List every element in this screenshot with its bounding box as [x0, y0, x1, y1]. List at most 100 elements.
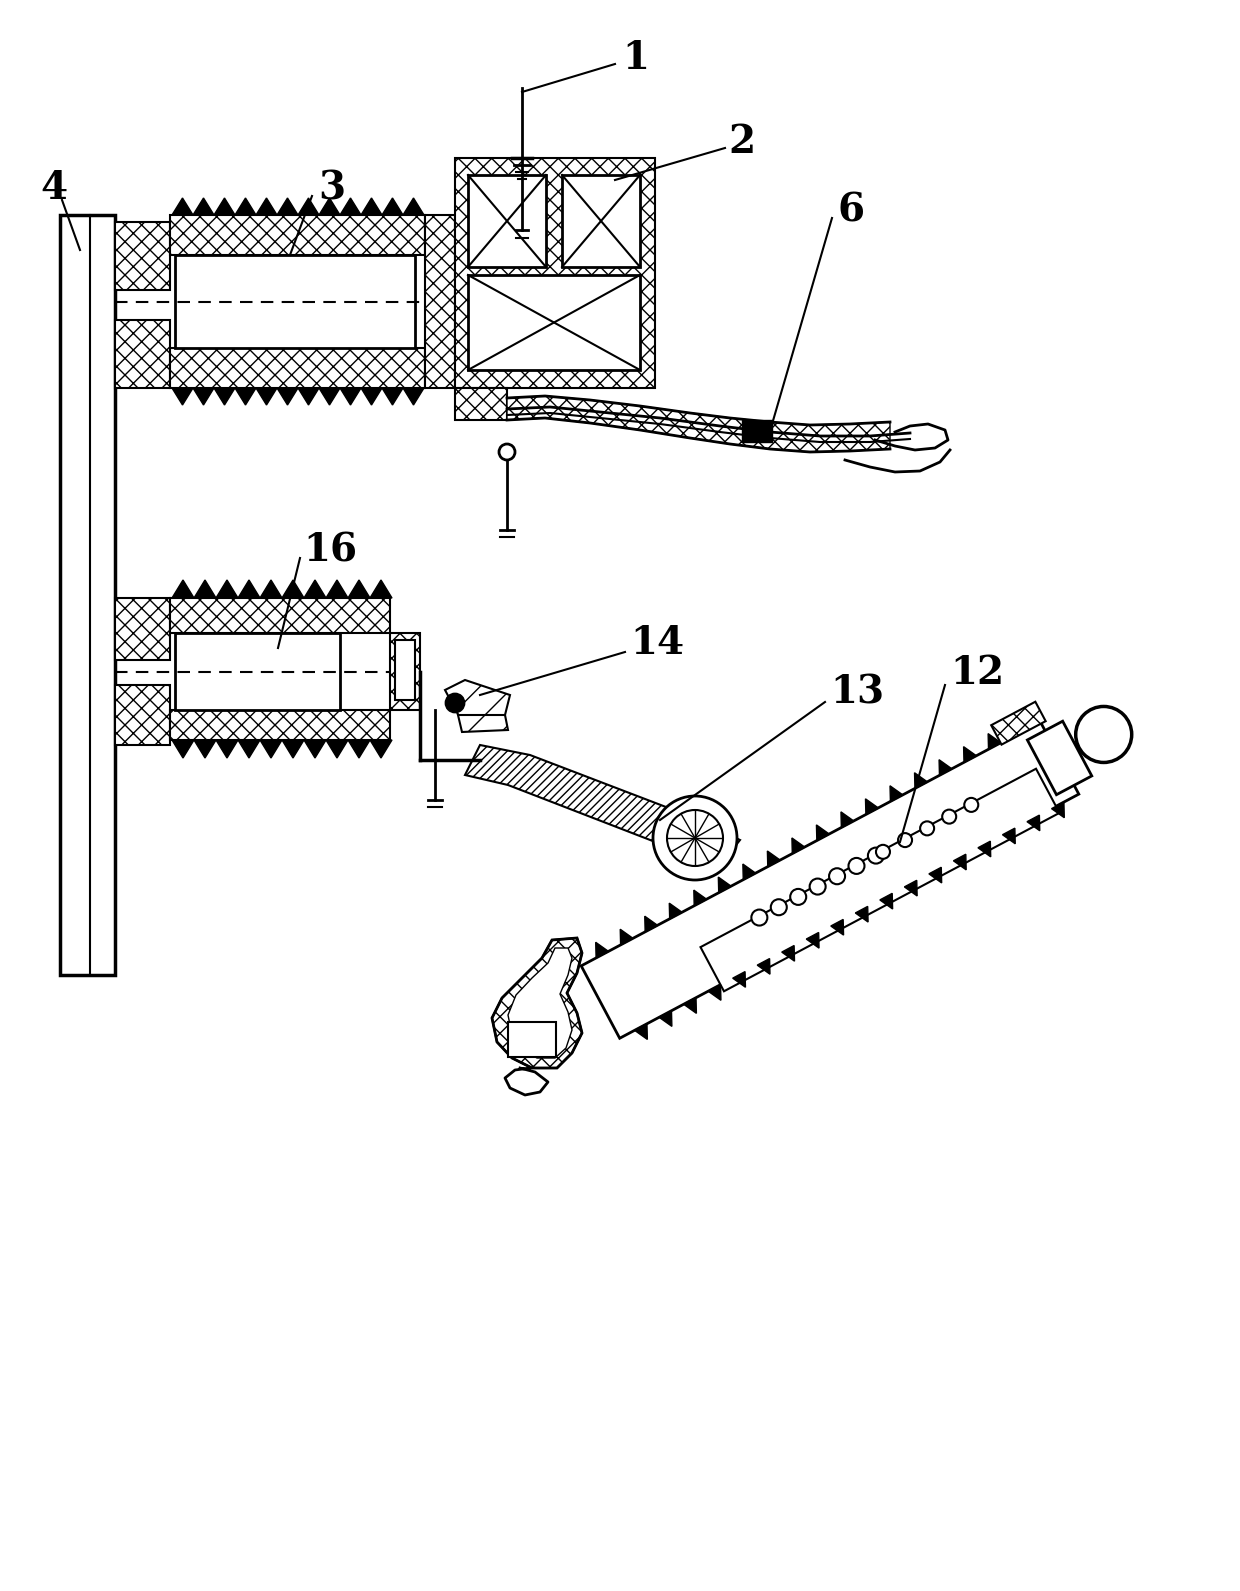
- Polygon shape: [236, 388, 255, 406]
- Polygon shape: [298, 388, 319, 406]
- Polygon shape: [298, 197, 319, 215]
- Polygon shape: [277, 388, 298, 406]
- Polygon shape: [403, 388, 424, 406]
- Text: 16: 16: [303, 531, 357, 570]
- Bar: [391, 633, 420, 710]
- Polygon shape: [701, 768, 1059, 991]
- Polygon shape: [792, 838, 805, 854]
- Circle shape: [920, 821, 934, 835]
- Polygon shape: [708, 985, 720, 1001]
- Polygon shape: [403, 197, 424, 215]
- Polygon shape: [445, 679, 510, 718]
- Polygon shape: [319, 388, 340, 406]
- Polygon shape: [319, 197, 340, 215]
- Text: 3: 3: [317, 169, 345, 207]
- Polygon shape: [507, 396, 890, 452]
- Polygon shape: [988, 733, 1001, 749]
- Circle shape: [667, 810, 723, 866]
- Polygon shape: [1028, 721, 1091, 794]
- Polygon shape: [660, 1010, 672, 1026]
- Bar: [455, 388, 507, 420]
- Polygon shape: [260, 740, 281, 757]
- Polygon shape: [193, 197, 215, 215]
- Circle shape: [868, 848, 884, 864]
- Polygon shape: [1002, 829, 1016, 843]
- Polygon shape: [694, 889, 707, 905]
- Bar: [170, 710, 391, 740]
- Polygon shape: [991, 702, 1045, 745]
- Text: 4: 4: [40, 169, 67, 207]
- Polygon shape: [1027, 815, 1040, 831]
- Bar: [170, 348, 425, 388]
- Circle shape: [830, 869, 846, 885]
- Polygon shape: [281, 581, 304, 598]
- Polygon shape: [508, 948, 572, 1058]
- Polygon shape: [172, 197, 193, 215]
- Bar: [742, 420, 773, 442]
- Polygon shape: [172, 388, 193, 406]
- Text: 2: 2: [728, 123, 755, 161]
- Polygon shape: [216, 581, 238, 598]
- Bar: [115, 686, 170, 745]
- Text: 6: 6: [838, 191, 866, 229]
- Polygon shape: [193, 740, 216, 757]
- Polygon shape: [172, 581, 193, 598]
- Bar: [175, 633, 340, 710]
- Circle shape: [446, 694, 464, 713]
- Polygon shape: [758, 958, 770, 974]
- Polygon shape: [361, 197, 382, 215]
- Polygon shape: [281, 740, 304, 757]
- Bar: [425, 215, 455, 388]
- Circle shape: [965, 797, 978, 811]
- Polygon shape: [620, 929, 632, 945]
- Polygon shape: [880, 894, 893, 908]
- Circle shape: [498, 444, 515, 460]
- Polygon shape: [978, 842, 991, 858]
- Polygon shape: [831, 920, 843, 936]
- Polygon shape: [465, 745, 740, 869]
- Polygon shape: [806, 932, 820, 948]
- Polygon shape: [361, 388, 382, 406]
- Text: 14: 14: [630, 624, 684, 662]
- Polygon shape: [781, 945, 795, 961]
- Circle shape: [751, 910, 768, 926]
- Polygon shape: [733, 972, 745, 988]
- Bar: [170, 598, 391, 633]
- Polygon shape: [382, 197, 403, 215]
- Polygon shape: [172, 740, 193, 757]
- Bar: [455, 158, 655, 388]
- Polygon shape: [238, 740, 260, 757]
- Polygon shape: [954, 854, 966, 870]
- Circle shape: [942, 810, 956, 824]
- Polygon shape: [277, 197, 298, 215]
- Polygon shape: [929, 867, 941, 883]
- Polygon shape: [768, 851, 780, 867]
- Polygon shape: [595, 942, 609, 958]
- Polygon shape: [304, 740, 326, 757]
- Polygon shape: [492, 939, 582, 1068]
- Polygon shape: [260, 581, 281, 598]
- Circle shape: [875, 845, 890, 859]
- Bar: [508, 1021, 556, 1056]
- Circle shape: [771, 899, 787, 915]
- Text: 13: 13: [830, 675, 884, 713]
- Text: 1: 1: [622, 40, 649, 76]
- Polygon shape: [963, 746, 976, 762]
- Bar: [115, 598, 170, 660]
- Polygon shape: [236, 197, 255, 215]
- Bar: [175, 255, 415, 348]
- Polygon shape: [255, 197, 277, 215]
- Polygon shape: [215, 197, 236, 215]
- Circle shape: [848, 858, 864, 873]
- Circle shape: [653, 796, 737, 880]
- Polygon shape: [215, 388, 236, 406]
- Polygon shape: [904, 880, 918, 896]
- Polygon shape: [670, 904, 682, 920]
- Circle shape: [810, 878, 826, 894]
- Polygon shape: [866, 799, 878, 815]
- Polygon shape: [340, 388, 361, 406]
- Polygon shape: [645, 916, 657, 932]
- Text: 12: 12: [950, 654, 1004, 692]
- Polygon shape: [255, 388, 277, 406]
- Polygon shape: [216, 740, 238, 757]
